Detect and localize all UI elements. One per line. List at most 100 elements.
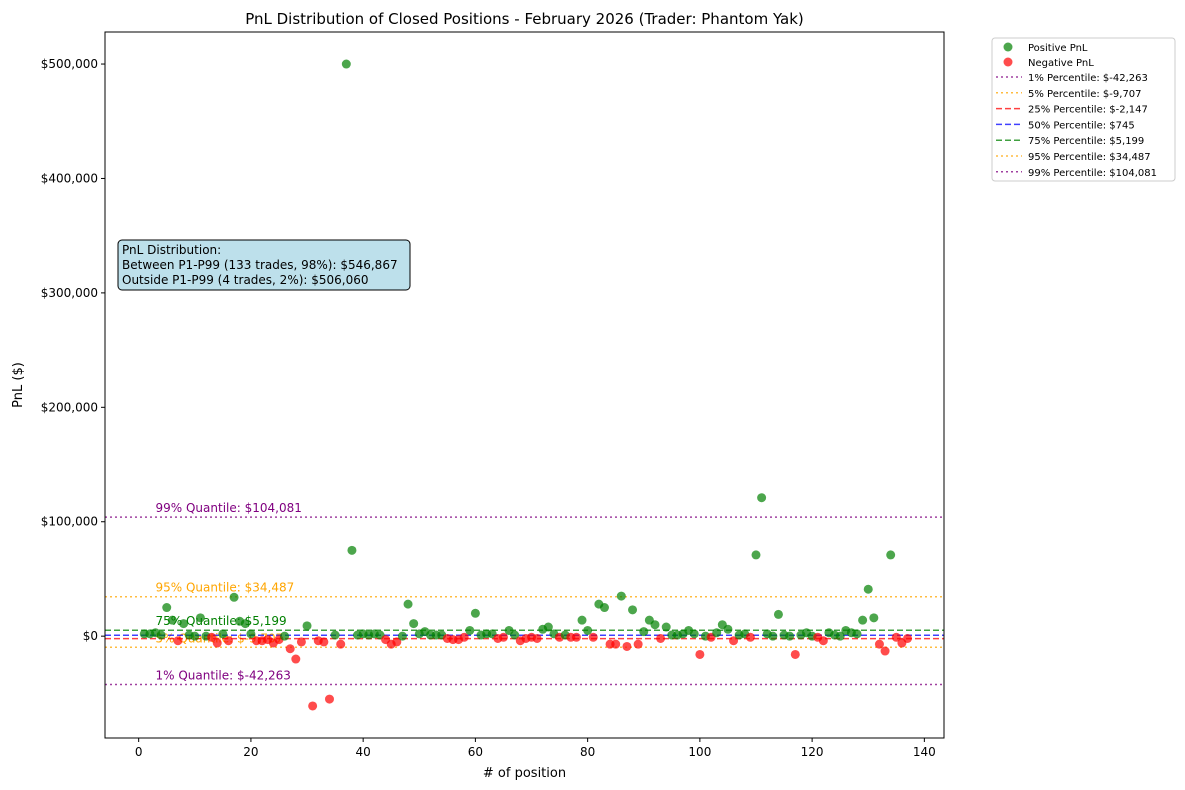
positive-point	[869, 613, 879, 623]
negative-point	[622, 641, 632, 651]
positive-point	[886, 550, 896, 560]
legend-box	[991, 37, 1176, 182]
positive-point	[712, 628, 722, 638]
positive-point	[751, 550, 761, 560]
negative-point	[874, 639, 884, 649]
negative-point	[790, 649, 800, 659]
negative-point	[611, 639, 621, 649]
positive-point	[785, 631, 795, 641]
positive-point	[577, 615, 587, 625]
negative-point	[880, 646, 890, 656]
positive-point	[280, 631, 290, 641]
positive-point	[583, 625, 593, 635]
legend-percentile-label: 95% Percentile: $34,487	[1028, 152, 1151, 163]
legend-percentile-label: 1% Percentile: $-42,263	[1028, 73, 1148, 84]
negative-point	[729, 636, 739, 646]
negative-point	[891, 632, 901, 642]
positive-point	[510, 630, 520, 640]
positive-point	[543, 622, 553, 632]
positive-point	[661, 622, 671, 632]
percentile-label: 75% Quantile: $5,199	[156, 614, 287, 628]
y-tick-label: $300,000	[41, 286, 98, 300]
negative-point	[695, 649, 705, 659]
legend-negative-label: Negative PnL	[1028, 58, 1094, 69]
negative-point	[296, 637, 306, 647]
positive-point	[639, 627, 649, 637]
positive-point	[156, 630, 166, 640]
legend-percentile-label: 5% Percentile: $-9,707	[1028, 89, 1142, 100]
legend-percentile-label: 50% Percentile: $745	[1028, 120, 1135, 131]
positive-point	[835, 631, 845, 641]
negative-point	[223, 636, 233, 646]
positive-point	[852, 629, 862, 639]
negative-point	[392, 637, 402, 647]
negative-point	[319, 637, 329, 647]
x-tick-label: 120	[801, 745, 824, 759]
positive-point	[723, 624, 733, 634]
annotation-line: PnL Distribution:	[122, 243, 221, 257]
positive-point	[650, 620, 660, 630]
legend-percentile-label: 75% Percentile: $5,199	[1028, 136, 1144, 147]
percentile-label: 99% Quantile: $104,081	[156, 501, 302, 515]
annotation-line: Outside P1-P99 (4 trades, 2%): $506,060	[122, 273, 369, 287]
negative-point	[291, 654, 301, 664]
legend-percentile-label: 25% Percentile: $-2,147	[1028, 105, 1148, 116]
positive-point	[162, 603, 172, 613]
negative-point	[498, 632, 508, 642]
positive-point	[616, 591, 626, 601]
x-tick-label: 140	[913, 745, 936, 759]
y-axis-label: PnL ($)	[11, 362, 26, 408]
positive-point	[341, 59, 351, 69]
legend-negative-marker	[1003, 57, 1013, 67]
plot-frame	[104, 31, 945, 739]
positive-point	[330, 630, 340, 640]
negative-point	[324, 694, 334, 704]
percentile-label: 1% Quantile: $-42,263	[156, 669, 291, 683]
negative-point	[285, 644, 295, 654]
negative-point	[336, 639, 346, 649]
positive-point	[179, 619, 189, 629]
x-tick-label: 100	[688, 745, 711, 759]
negative-point	[633, 639, 643, 649]
negative-point	[745, 632, 755, 642]
negative-point	[532, 633, 542, 643]
percentile-label: 95% Quantile: $34,487	[156, 581, 295, 595]
y-tick-label: $100,000	[41, 515, 98, 529]
negative-point	[212, 638, 222, 648]
positive-point	[190, 631, 200, 641]
negative-point	[818, 636, 828, 646]
positive-point	[858, 615, 868, 625]
annotation-line: Between P1-P99 (133 trades, 98%): $546,8…	[122, 258, 398, 272]
positive-point	[397, 631, 407, 641]
y-tick-label: $200,000	[41, 400, 98, 414]
positive-point	[773, 609, 783, 619]
positive-point	[240, 619, 250, 629]
y-tick-label: $400,000	[41, 171, 98, 185]
positive-point	[167, 615, 177, 625]
negative-point	[207, 632, 217, 642]
positive-point	[599, 603, 609, 613]
x-axis-label: # of position	[483, 766, 566, 781]
x-tick-label: 40	[356, 745, 371, 759]
positive-point	[195, 613, 205, 623]
y-tick-label: $0	[83, 629, 98, 643]
positive-point	[347, 545, 357, 555]
negative-point	[588, 632, 598, 642]
y-tick-label: $500,000	[41, 57, 98, 71]
positive-point	[403, 599, 413, 609]
legend-positive-marker	[1003, 42, 1013, 52]
positive-point	[465, 625, 475, 635]
legend-percentile-label: 99% Percentile: $104,081	[1028, 168, 1157, 179]
x-tick-label: 20	[243, 745, 258, 759]
negative-point	[903, 633, 913, 643]
x-tick-label: 80	[580, 745, 595, 759]
annotation-box	[117, 239, 411, 291]
positive-point	[218, 629, 228, 639]
negative-point	[308, 701, 318, 711]
negative-point	[173, 636, 183, 646]
negative-point	[656, 633, 666, 643]
positive-point	[246, 629, 256, 639]
positive-point	[628, 605, 638, 615]
